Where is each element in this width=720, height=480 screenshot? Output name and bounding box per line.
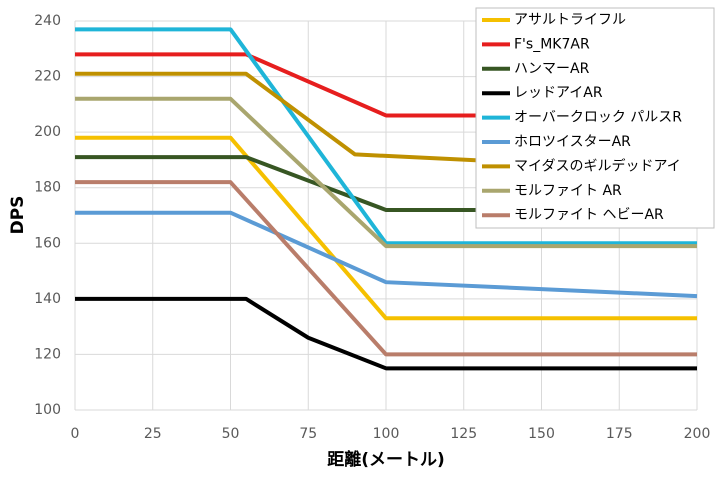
legend-label: ホロツイスターAR — [514, 134, 631, 150]
legend-label: アサルトライフル — [514, 12, 626, 28]
legend: アサルトライフル F's_MK7AR ハンマーAR レッドアイAR オーバークロック パ… — [475, 7, 715, 229]
series-line — [75, 296, 697, 371]
y-tick-label: 120 — [34, 346, 61, 362]
y-tick-label: 180 — [34, 180, 61, 196]
legend-label: オーバークロック パルスR — [514, 110, 682, 126]
legend-label: ハンマーAR — [514, 61, 590, 77]
grid: 100 120 140 160 180 200 220 240 0 25 50 75 100 125 150… — [34, 13, 710, 442]
series-line — [75, 210, 698, 299]
x-tick-label: 125 — [450, 426, 477, 442]
x-tick-label: 200 — [684, 426, 711, 442]
x-tick-label: 0 — [71, 426, 80, 442]
x-tick-label: 150 — [528, 426, 555, 442]
x-tick-label: 25 — [144, 426, 162, 442]
y-axis-title: DPS — [8, 196, 28, 235]
y-tick-label: 240 — [34, 13, 61, 29]
legend-box — [475, 7, 715, 229]
legend-label: マイダスのギルデッドアイ — [514, 157, 681, 174]
x-tick-label: 100 — [373, 426, 400, 442]
y-tick-label: 100 — [34, 402, 61, 418]
x-axis-title: 距離(メートル) — [327, 449, 445, 470]
series-line — [75, 96, 697, 249]
x-tick-label: 50 — [222, 426, 240, 442]
y-tick-label: 140 — [34, 291, 61, 307]
legend-label: F's_MK7AR — [514, 36, 590, 52]
series-line — [75, 135, 697, 321]
y-tick-label: 200 — [34, 124, 61, 140]
series-line — [75, 27, 697, 246]
y-tick-label: 220 — [34, 69, 61, 85]
legend-label: モルファイト ヘビーAR — [514, 207, 664, 223]
x-tick-label: 175 — [606, 426, 633, 442]
legend-label: モルファイト AR — [514, 183, 622, 199]
series-line — [75, 180, 697, 357]
x-tick-label: 75 — [299, 426, 317, 442]
y-tick-label: 160 — [34, 235, 61, 251]
legend-label: レッドアイAR — [514, 85, 603, 101]
